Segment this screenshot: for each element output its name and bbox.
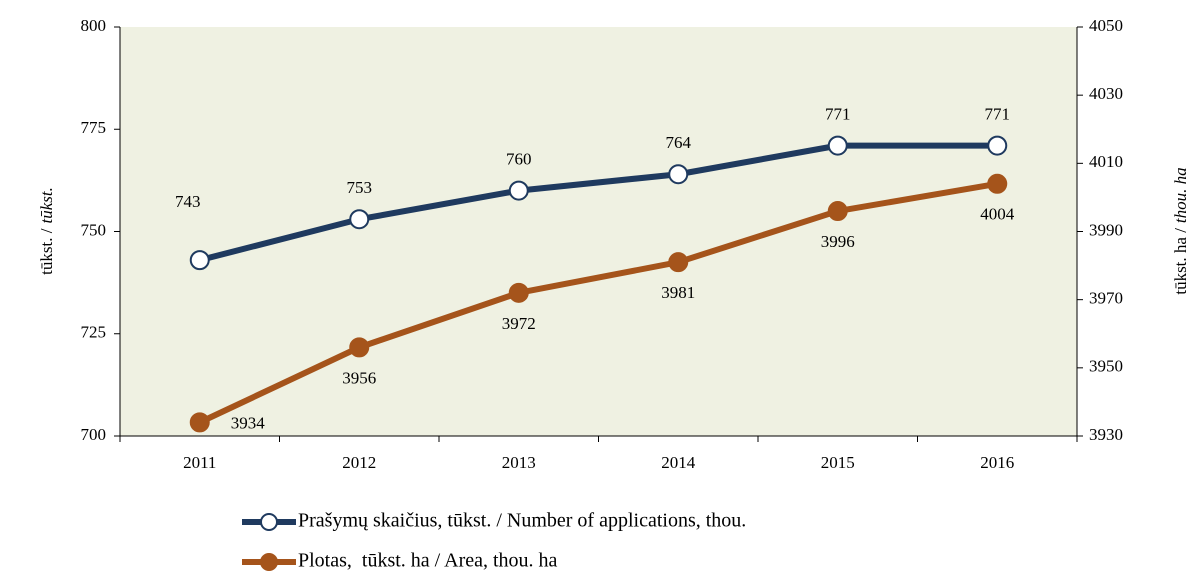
point [349, 209, 370, 230]
series-line [198, 180, 998, 426]
y2-tick-label: 3930 [1089, 425, 1123, 444]
x-tick-label: 2012 [342, 453, 376, 472]
x-tick-label: 2013 [502, 453, 536, 472]
y-tick-label: 725 [81, 323, 107, 342]
y2-tick-label: 3950 [1089, 357, 1123, 376]
y-tick-label: 700 [81, 425, 107, 444]
data-label: 753 [347, 178, 373, 197]
data-label: 4004 [980, 205, 1015, 224]
y2-axis-label-part: tūkst. ha / [1171, 228, 1190, 295]
point [508, 180, 529, 201]
legend-label: Prašymų skaičius, tūkst. / Number of app… [298, 510, 746, 532]
x-tick-label: 2015 [821, 453, 855, 472]
y2-tick-label: 3970 [1089, 289, 1123, 308]
point [508, 282, 529, 303]
y-tick-label: 775 [81, 118, 107, 137]
point [668, 164, 689, 185]
series-line [199, 142, 998, 264]
legend-marker [260, 553, 278, 571]
data-label: 760 [506, 150, 532, 169]
data-label: 3956 [342, 368, 376, 387]
point [827, 135, 848, 156]
point [349, 337, 370, 358]
y-tick-label: 800 [81, 16, 107, 35]
data-label: 771 [985, 105, 1011, 124]
y-axis-label: tūkst. / tūkst. [37, 187, 56, 275]
x-tick-label: 2011 [183, 453, 216, 472]
data-label: 743 [175, 192, 201, 211]
y2-tick-label: 3990 [1089, 220, 1123, 239]
point [827, 201, 848, 222]
data-label: 764 [666, 133, 692, 152]
point [987, 135, 1008, 156]
y2-tick-label: 4030 [1089, 84, 1123, 103]
data-label: 3996 [821, 232, 855, 251]
point [987, 173, 1008, 194]
y-tick-label: 750 [81, 220, 107, 239]
plot-background [120, 27, 1077, 436]
point [189, 412, 210, 433]
y2-axis-label: tūkst. ha / thou. ha [1171, 167, 1190, 294]
y2-axis-label-part: thou. ha [1171, 167, 1190, 223]
y-axis-label-part: tūkst. [37, 187, 56, 223]
data-label: 771 [825, 105, 851, 124]
data-label: 3981 [661, 283, 695, 302]
y-axis-label-part: tūkst. / [37, 228, 56, 275]
legend-marker [260, 513, 278, 531]
x-tick-label: 2014 [661, 453, 696, 472]
y2-tick-label: 4050 [1089, 16, 1123, 35]
legend-label: Plotas, tūkst. ha / Area, thou. ha [298, 550, 558, 572]
data-label: 3972 [502, 314, 536, 333]
point [189, 250, 210, 271]
x-tick-label: 2016 [980, 453, 1014, 472]
point [668, 252, 689, 273]
y2-tick-label: 4010 [1089, 152, 1123, 171]
data-label: 3934 [231, 413, 266, 432]
